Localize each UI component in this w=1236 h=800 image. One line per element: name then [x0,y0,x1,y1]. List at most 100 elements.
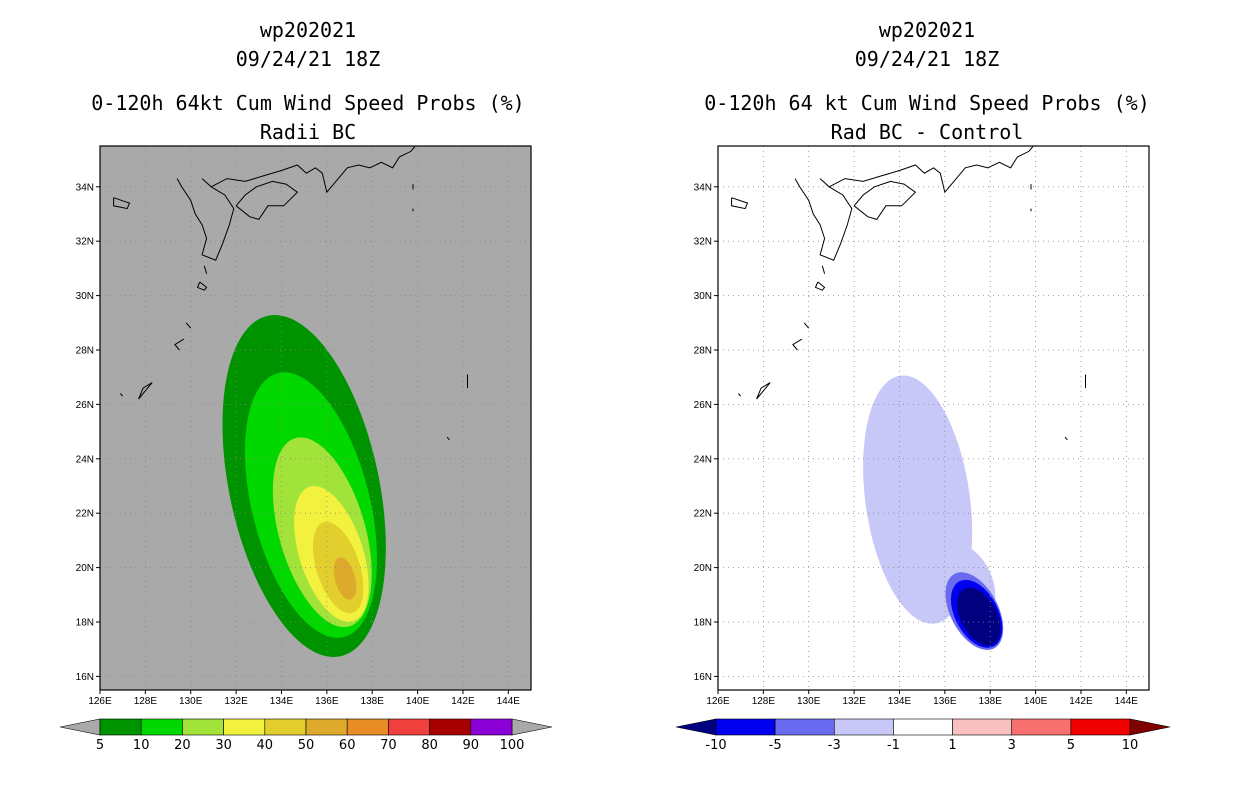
left-map: 126E 128E 130E 132E 134E 136E 138E 140E 142E 144E… [76,145,532,707]
right-x-tick-label: 140E [1024,696,1048,707]
left-colorbar-label: 20 [174,738,191,753]
left-y-tick-label: 18N [76,618,94,629]
right-colorbar-arrow-low [675,718,717,736]
right-y-tick-label: 34N [694,182,712,193]
right-y-tick-label: 26N [694,400,712,411]
right-colorbar-label: 5 [1067,738,1075,753]
right-x-tick-label: 130E [797,696,821,707]
left-map-frame [99,145,532,691]
right-coastline [828,145,1034,194]
left-coastline [235,180,299,220]
left-coastline [138,382,153,400]
right-colorbar-label: -3 [828,738,841,753]
right-x-tick-label: 136E [933,696,957,707]
left-colorbar-label: 50 [298,738,315,753]
left-title-product: 0-120h 64kt Cum Wind Speed Probs (%) [91,91,525,115]
left-colorbar-swatch [388,718,430,736]
right-y-tick-label: 20N [694,563,712,574]
right-colorbar-swatch [952,718,1013,736]
left-colorbar-arrow-low [59,718,101,736]
left-colorbar-swatch [429,718,472,736]
left-y-tick-label: 34N [76,182,94,193]
right-y-tick-label: 22N [694,509,712,520]
left-coastline [113,197,131,210]
left-title-subtitle: Radii BC [259,120,357,144]
right-coastline [1064,436,1068,441]
right-x-tick-label: 142E [1069,696,1093,707]
right-coastline [756,382,771,400]
left-colorbar-label: 40 [257,738,274,753]
left-colorbar-swatch [346,718,389,736]
left-x-tick-label: 140E [406,696,430,707]
right-colorbar-swatch [893,718,953,736]
right-coastline [731,197,749,210]
left-colorbar-swatch [470,718,513,736]
left-y-tick-label: 16N [76,672,94,683]
right-title-subtitle: Rad BC - Control [830,120,1024,144]
left-title-date: 09/24/21 18Z [235,47,381,71]
right-colorbar: -10 -5 -3 -1 1 3 5 10 [675,718,1171,753]
right-coastline [853,180,917,220]
right-y-tick-label: 28N [694,346,712,357]
left-colorbar-swatch [182,718,224,736]
left-y-tick-label: 20N [76,563,94,574]
left-y-tick-label: 26N [76,400,94,411]
left-colorbar-arrow-high [511,718,553,736]
left-coastline [176,178,235,261]
right-x-tick-label: 128E [752,696,776,707]
left-colorbar-swatch [140,718,183,736]
right-colorbar-swatch [715,718,776,736]
right-x-tick-label: 138E [979,696,1003,707]
right-colorbar-arrow-high [1129,718,1171,736]
right-colorbar-label: -1 [887,738,900,753]
left-colorbar-label: 60 [339,738,356,753]
right-title: wp202021 09/24/21 18Z 0-120h 64 kt Cum W… [627,16,1227,147]
right-map: 126E 128E 130E 132E 134E 136E 138E 140E 142E 144E… [694,145,1150,707]
right-coastline [821,265,826,274]
left-coastline [174,338,185,351]
left-x-tick-label: 132E [224,696,248,707]
right-colorbar-label: 1 [948,738,956,753]
right-y-tick-label: 30N [694,291,712,302]
right-colorbar-swatch [1011,718,1072,736]
right-colorbar-swatch [833,718,894,736]
right-title-storm: wp202021 [878,18,976,42]
left-y-tick-label: 32N [76,237,94,248]
right-colorbar-swatch [774,718,835,736]
left-y-tick-label: 22N [76,509,94,520]
left-y-tick-label: 30N [76,291,94,302]
right-coastline [814,281,826,291]
left-colorbar: 5 10 20 30 40 50 60 70 80 90 100 [59,718,553,753]
left-colorbar-label: 10 [133,738,150,753]
left-x-tick-label: 138E [361,696,385,707]
right-coastline [738,393,742,397]
left-title-storm: wp202021 [259,18,357,42]
left-colorbar-label: 80 [421,738,438,753]
left-coastline [446,436,450,441]
left-colorbar-swatch [264,718,307,736]
left-x-tick-label: 126E [88,696,112,707]
left-colorbar-label: 70 [380,738,397,753]
right-title-product: 0-120h 64 kt Cum Wind Speed Probs (%) [704,91,1150,115]
left-colorbar-label: 100 [500,738,525,753]
left-coastline [210,145,416,194]
left-colorbar-swatch [99,718,142,736]
left-x-tick-label: 128E [134,696,158,707]
left-x-tick-label: 130E [179,696,203,707]
right-x-tick-label: 134E [888,696,912,707]
right-y-tick-label: 16N [694,672,712,683]
right-title-date: 09/24/21 18Z [854,47,1000,71]
right-map-frame [717,145,1150,691]
left-title: wp202021 09/24/21 18Z 0-120h 64kt Cum Wi… [8,16,608,147]
left-colorbar-label: 90 [463,738,480,753]
left-coastline [120,393,124,397]
right-x-tick-label: 126E [706,696,730,707]
left-coastline [196,281,208,291]
left-y-tick-label: 28N [76,346,94,357]
left-colorbar-label: 30 [215,738,232,753]
right-contour-band-4 [957,587,1001,646]
right-coastline [792,338,803,351]
left-colorbar-swatch [305,718,348,736]
left-x-tick-label: 136E [315,696,339,707]
